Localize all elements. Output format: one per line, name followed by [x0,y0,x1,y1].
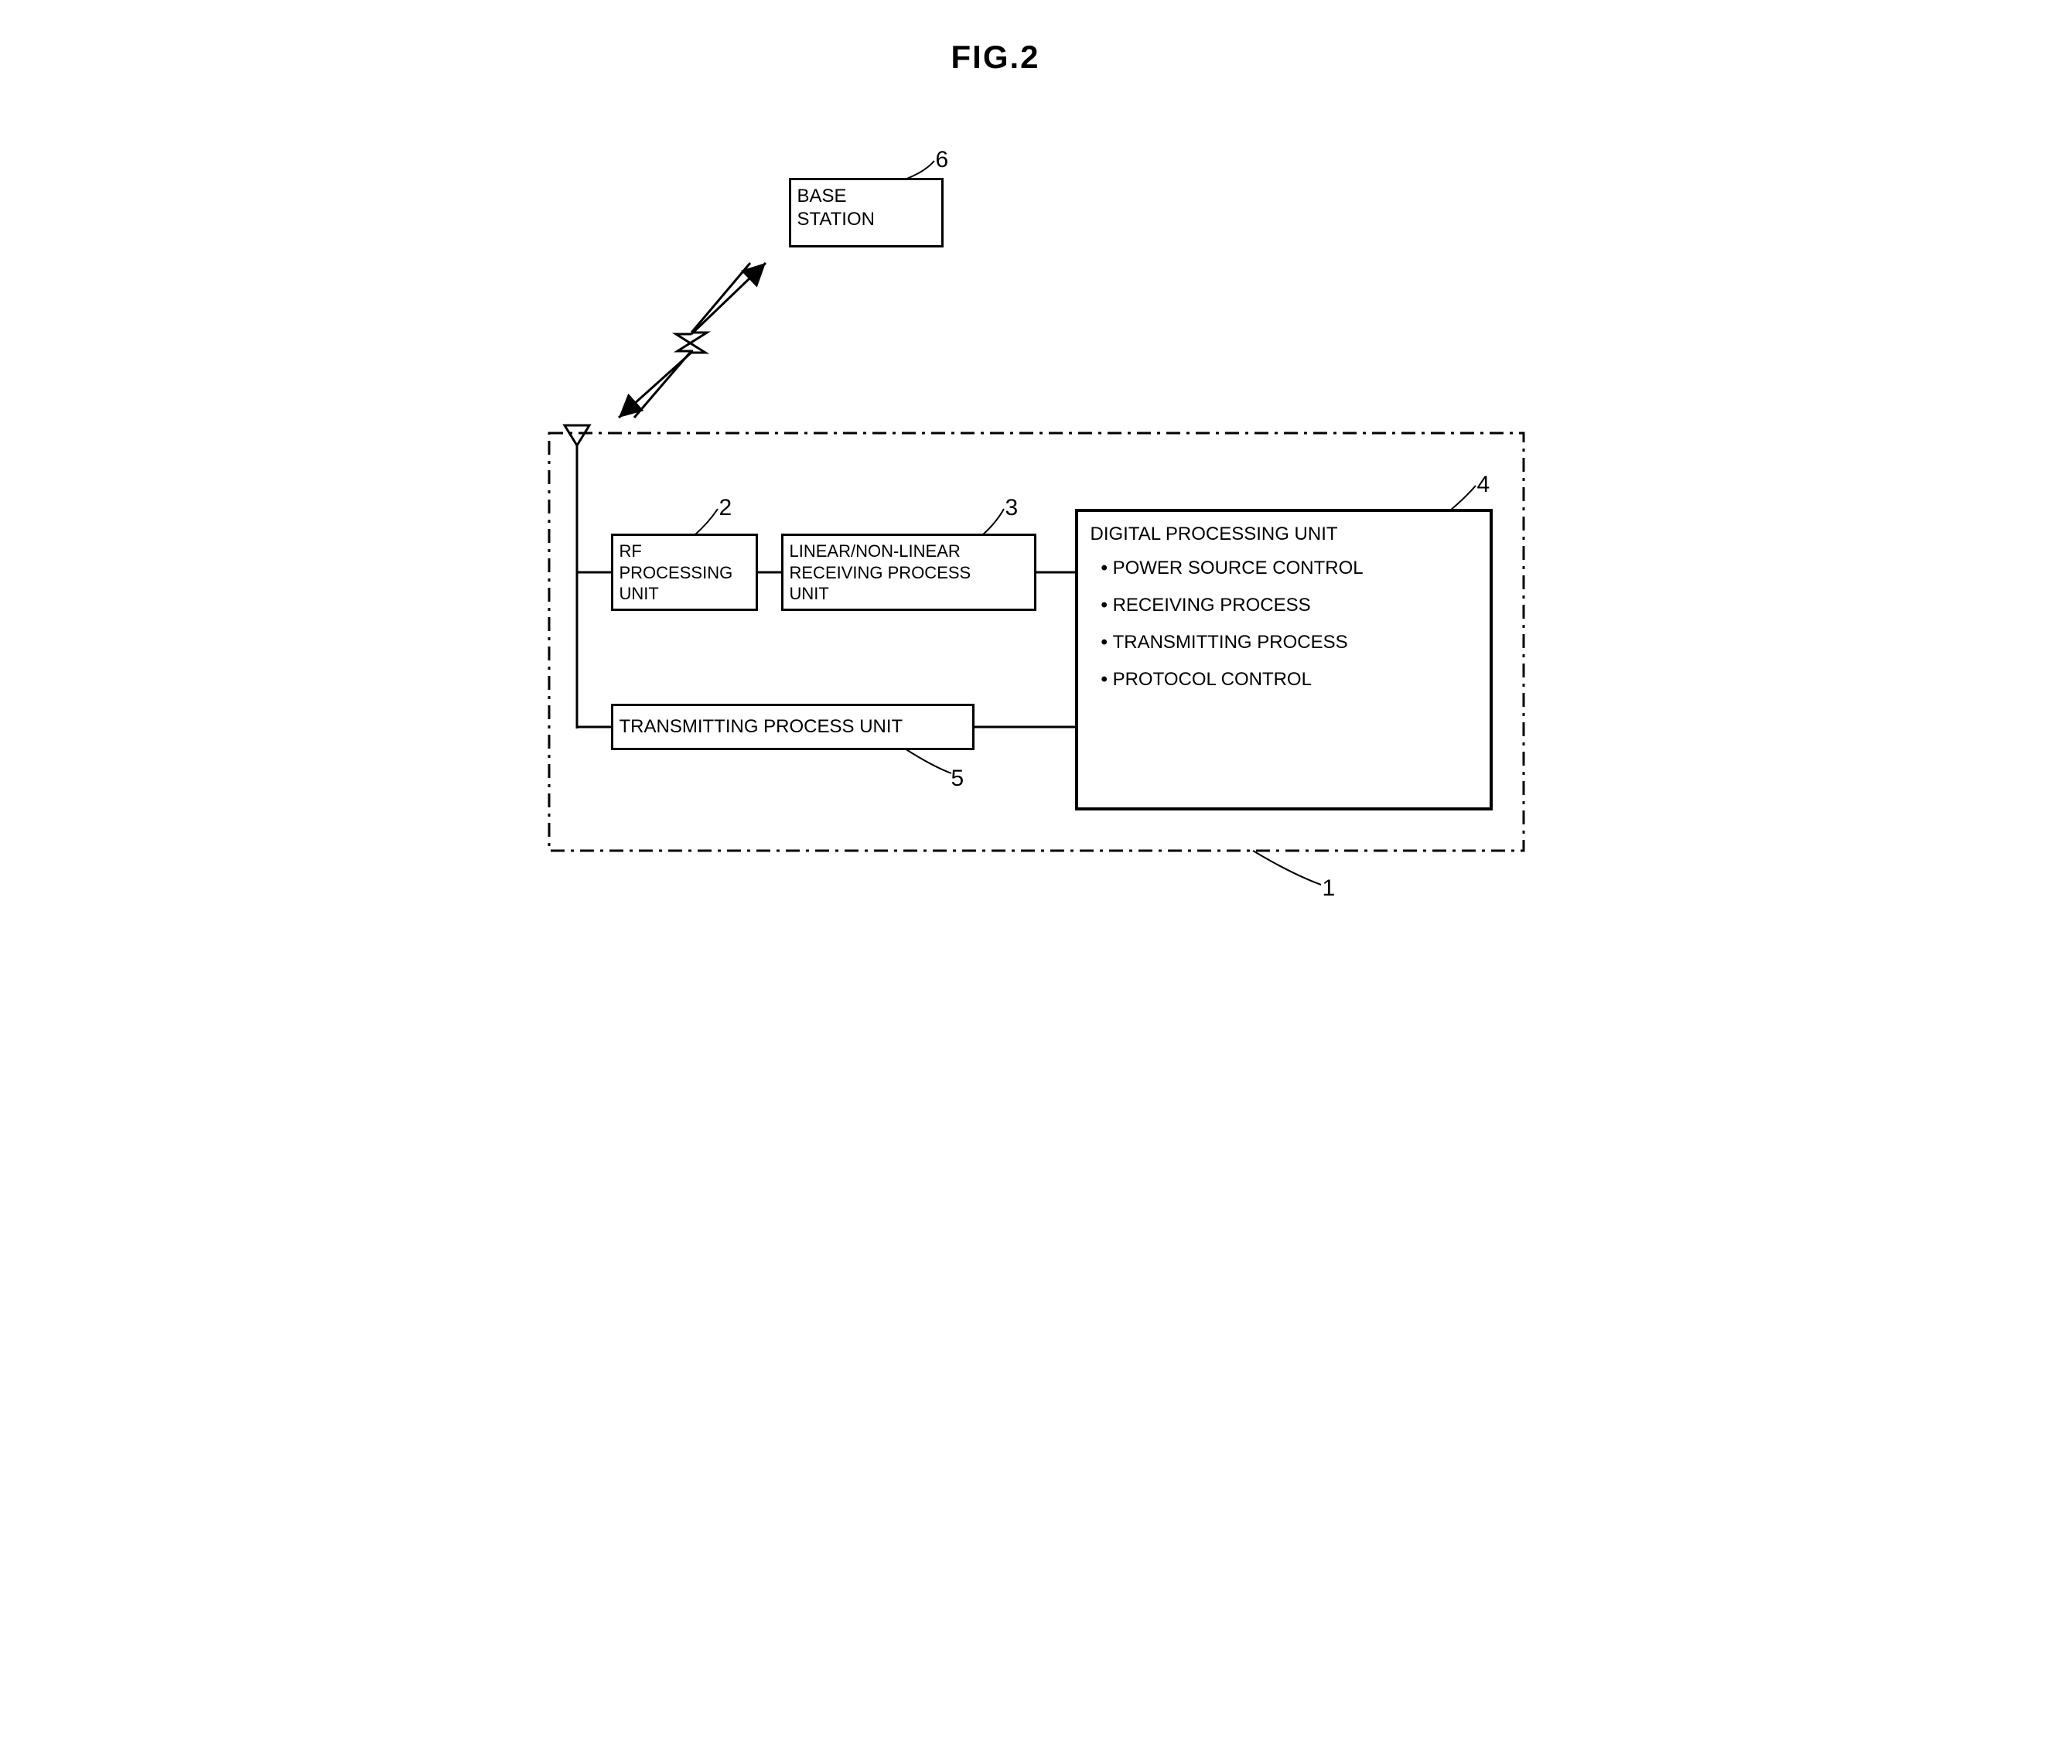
linear-line3: UNIT [790,583,1028,605]
rf-arrow-down [619,263,750,418]
figure-title: FIG.2 [951,39,1040,76]
bullet-recv: RECEIVING PROCESS [1101,594,1477,617]
linear-unit-box: LINEAR/NON-LINEAR RECEIVING PROCESS UNIT [781,534,1036,611]
rf-line3: UNIT [620,583,749,605]
ref-2: 2 [719,495,732,521]
ref-1: 1 [1323,875,1336,902]
ref-6: 6 [936,147,949,173]
linear-line1: LINEAR/NON-LINEAR [790,541,1028,562]
leader-2 [695,509,718,535]
bullet-proto: PROTOCOL CONTROL [1101,668,1477,691]
antenna-icon [565,425,589,445]
leader-1 [1253,851,1321,885]
leader-5 [905,749,951,773]
rf-line2: PROCESSING [620,562,749,584]
base-station-line2: STATION [797,208,935,231]
rf-arrow-up [634,263,766,418]
digital-unit-bullets: POWER SOURCE CONTROL RECEIVING PROCESS T… [1101,557,1477,691]
tx-line1: TRANSMITTING PROCESS UNIT [620,715,903,739]
ref-5: 5 [951,766,964,792]
base-station-box: BASE STATION [789,178,944,247]
tx-unit-box: TRANSMITTING PROCESS UNIT [611,704,975,750]
bullet-tx: TRANSMITTING PROCESS [1101,631,1477,654]
diagram-canvas: FIG.2 [518,31,1555,913]
leader-4 [1450,486,1476,510]
bullet-power: POWER SOURCE CONTROL [1101,557,1477,580]
digital-unit-title: DIGITAL PROCESSING UNIT [1091,523,1477,546]
leader-3 [982,509,1004,535]
linear-line2: RECEIVING PROCESS [790,562,1028,584]
rf-line1: RF [620,541,749,562]
rf-processing-box: RF PROCESSING UNIT [611,534,758,611]
leader-6 [905,161,934,179]
ref-3: 3 [1005,495,1019,521]
ref-4: 4 [1477,472,1490,498]
digital-unit-box: DIGITAL PROCESSING UNIT POWER SOURCE CON… [1075,509,1493,810]
base-station-line1: BASE [797,185,935,208]
